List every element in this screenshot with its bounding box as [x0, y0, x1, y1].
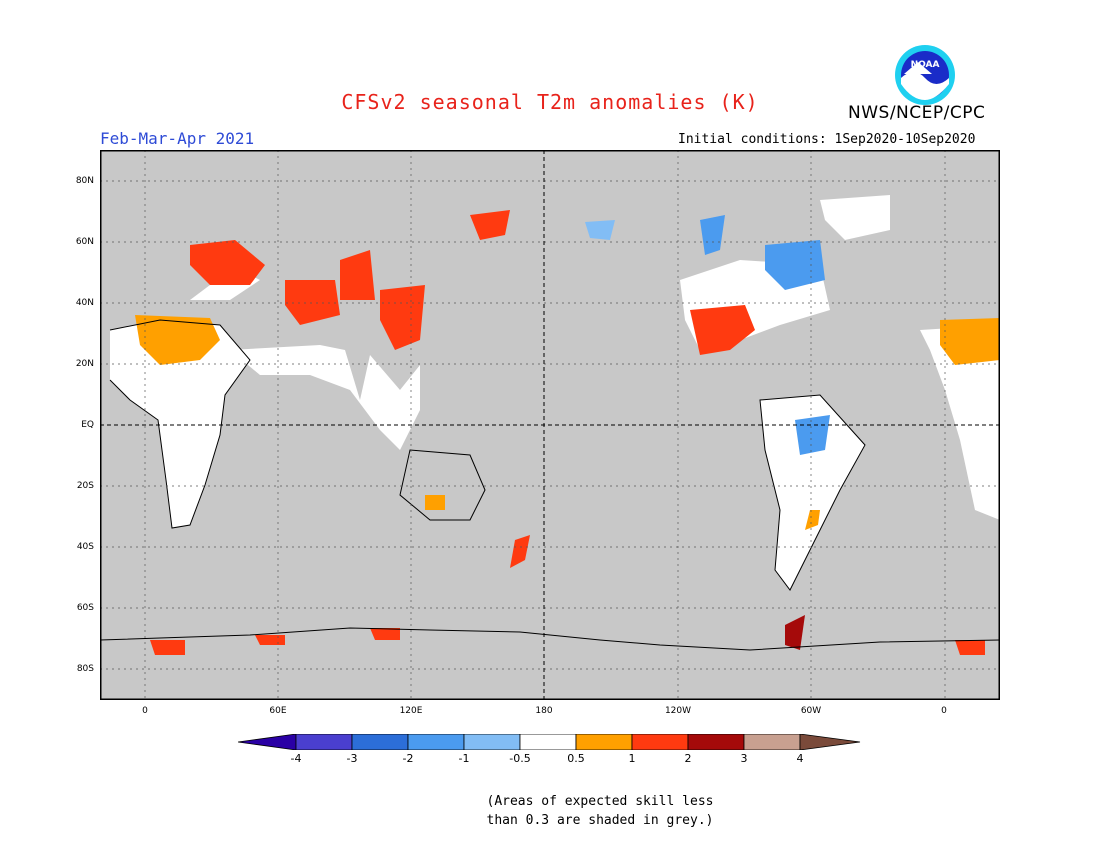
colorbar-swatch-8 [687, 734, 745, 750]
anomaly-map [100, 150, 1000, 700]
skill-note: (Areas of expected skill less than 0.3 a… [450, 792, 750, 830]
lat-label-20n: 20N [75, 359, 94, 369]
lat-label-60n: 60N [75, 237, 94, 247]
colorbar-label: 0.5 [567, 752, 585, 765]
colorbar-label: 3 [740, 752, 748, 765]
colorbar-swatch-9 [743, 734, 801, 750]
initial-conditions-label: Initial conditions: 1Sep2020-10Sep2020 [678, 132, 976, 147]
lat-label-80s: 80S [76, 664, 94, 674]
skill-note-line-2: than 0.3 are shaded in grey.) [486, 813, 714, 828]
lon-label-60e: 60E [269, 706, 287, 716]
colorbar-label: -1 [458, 752, 470, 765]
lon-label-120w: 120W [664, 706, 692, 716]
antarctica [100, 628, 1000, 700]
lat-label-40n: 40N [75, 298, 94, 308]
lat-label-20s: 20S [76, 481, 94, 491]
season-label: Feb-Mar-Apr 2021 [100, 129, 255, 148]
lon-label-120e: 120E [399, 706, 423, 716]
colorbar-max-arrow [799, 734, 861, 750]
colorbar-swatch-3 [407, 734, 465, 750]
noaa-logo: NOAA [895, 45, 955, 105]
colorbar-swatch-1 [295, 734, 353, 750]
colorbar-swatch-4 [463, 734, 521, 750]
colorbar-min-arrow [238, 734, 297, 750]
chart-title: CFSv2 seasonal T2m anomalies (K) [341, 90, 759, 114]
lat-label-40s: 40S [76, 542, 94, 552]
colorbar-label: 4 [796, 752, 804, 765]
lon-grid [144, 150, 946, 700]
colorbar [238, 734, 861, 750]
lat-grid [100, 180, 1000, 670]
coastlines [100, 319, 1000, 651]
colorbar-label: -3 [346, 752, 358, 765]
lon-label-60w: 60W [800, 706, 822, 716]
lon-label-0-left: 0 [142, 706, 148, 716]
lon-label-180: 180 [535, 706, 553, 716]
lat-label-80n: 80N [75, 176, 94, 186]
colorbar-swatch-7 [631, 734, 689, 750]
lon-label-0-right: 0 [941, 706, 947, 716]
colorbar-label: 2 [684, 752, 692, 765]
noaa-logo-text: NOAA [911, 60, 940, 70]
lat-label-60s: 60S [76, 603, 94, 613]
map-frame [100, 150, 1000, 700]
warm-anomalies [135, 210, 1000, 568]
lat-label-eq: EQ [81, 420, 94, 430]
colorbar-swatch-6 [575, 734, 633, 750]
colorbar-swatch-5 [519, 734, 577, 750]
colorbar-label: 1 [628, 752, 636, 765]
skill-note-line-1: (Areas of expected skill less [486, 794, 714, 809]
colorbar-label: -0.5 [509, 752, 531, 765]
colorbar-label: -4 [290, 752, 302, 765]
agency-label: NWS/NCEP/CPC [848, 103, 986, 123]
colorbar-label: -2 [402, 752, 414, 765]
colorbar-swatch-2 [351, 734, 409, 750]
